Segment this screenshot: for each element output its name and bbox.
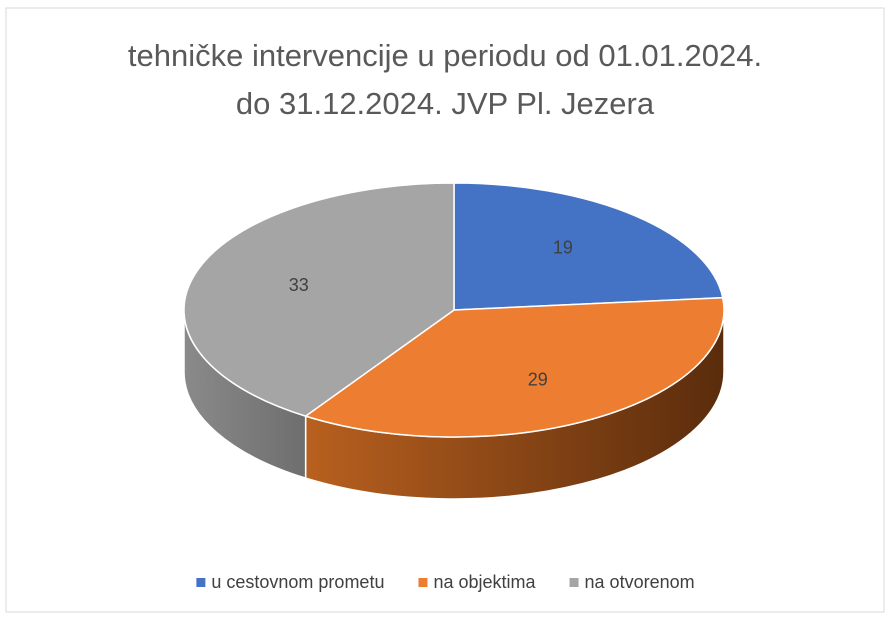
data-label: 33 — [289, 275, 309, 295]
slice — [183, 182, 455, 417]
data-label: 29 — [528, 369, 548, 389]
chart-border — [5, 7, 885, 613]
legend-swatch — [569, 578, 579, 587]
data-label: 19 — [553, 238, 573, 258]
legend-swatch — [418, 578, 428, 587]
legend-label: u cestovnom prometu — [211, 572, 384, 592]
slice — [303, 296, 725, 438]
chart-title: tehničke intervencije u periodu od 01.01… — [127, 38, 763, 121]
legend-label: na objektima — [433, 572, 536, 592]
slice — [453, 182, 724, 311]
legend-label: na otvorenom — [585, 572, 695, 592]
legend-swatch — [196, 578, 206, 587]
